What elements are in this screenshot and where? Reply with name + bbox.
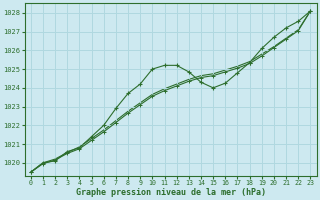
X-axis label: Graphe pression niveau de la mer (hPa): Graphe pression niveau de la mer (hPa) bbox=[76, 188, 266, 197]
